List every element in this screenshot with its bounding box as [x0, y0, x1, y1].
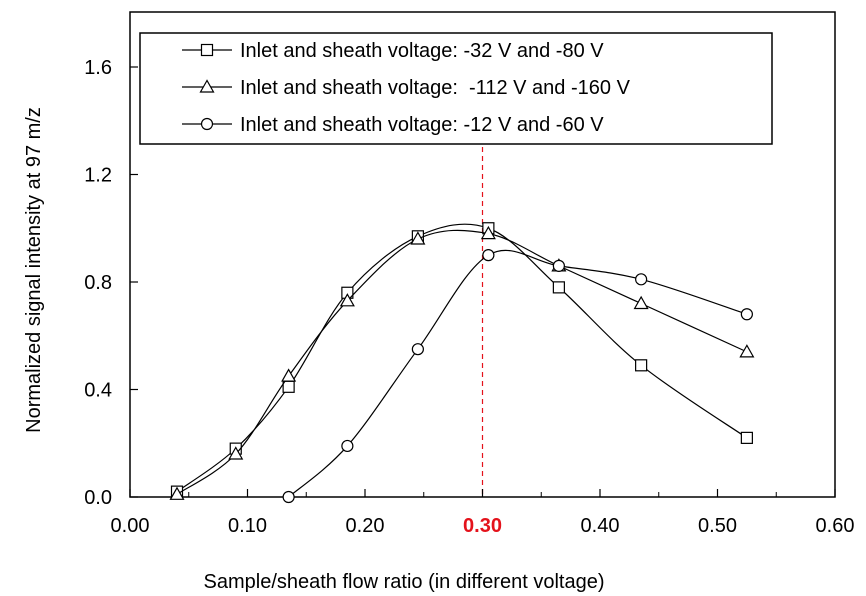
series-line	[176, 223, 748, 493]
legend-marker-triangle	[199, 79, 215, 93]
data-point-square	[552, 281, 565, 294]
y-tick-label: 0.8	[84, 272, 112, 294]
data-point-circle	[552, 259, 565, 272]
data-point-circle	[341, 439, 354, 453]
x-tick-label: 0.10	[228, 515, 267, 537]
data-point-square	[635, 359, 648, 372]
data-point-square	[282, 380, 295, 393]
data-point-circle	[282, 490, 295, 504]
data-point-triangle	[281, 368, 297, 382]
x-tick-label-highlight: 0.30	[463, 515, 502, 537]
legend-label: Inlet and sheath voltage: -32 V and -80 …	[240, 40, 604, 62]
data-point-triangle	[410, 231, 426, 245]
legend-box	[139, 32, 773, 145]
data-point-triangle	[633, 295, 649, 310]
series-triangle	[169, 225, 755, 500]
legend-marker-square	[200, 43, 214, 57]
x-tick-label: 0.20	[346, 515, 385, 537]
x-tick-label: 0.60	[816, 515, 855, 537]
y-tick-label: 1.6	[84, 57, 112, 79]
x-tick-label: 0.50	[698, 515, 737, 537]
y-tick-label: 1.2	[84, 165, 112, 187]
data-point-circle	[411, 343, 424, 356]
data-point-triangle	[228, 446, 244, 460]
series-circle	[282, 249, 753, 504]
data-point-circle	[740, 308, 753, 321]
legend-label: Inlet and sheath voltage: -112 V and -16…	[240, 77, 631, 99]
legend-marker-circle	[200, 117, 214, 131]
x-tick-label: 0.40	[581, 515, 620, 537]
legend-label: Inlet and sheath voltage: -12 V and -60 …	[240, 114, 604, 136]
data-point-triangle	[169, 486, 185, 500]
data-point-circle	[482, 249, 495, 262]
data-point-triangle	[339, 293, 355, 307]
series-line	[288, 249, 748, 498]
data-point-square	[740, 431, 753, 444]
x-axis-title: Sample/sheath flow ratio (in different v…	[204, 571, 605, 593]
y-tick-label: 0.4	[84, 380, 112, 402]
series-line	[176, 229, 748, 495]
y-tick-label: 0.0	[84, 487, 112, 509]
series-square	[170, 222, 753, 498]
data-point-triangle	[739, 344, 755, 358]
x-tick-label: 0.00	[111, 515, 150, 537]
legend: Inlet and sheath voltage: -32 V and -80 …	[139, 32, 773, 145]
data-point-circle	[635, 273, 648, 286]
data-point-triangle	[480, 225, 496, 240]
y-axis-title: Normalized signal intensity at 97 m/z	[23, 107, 45, 433]
